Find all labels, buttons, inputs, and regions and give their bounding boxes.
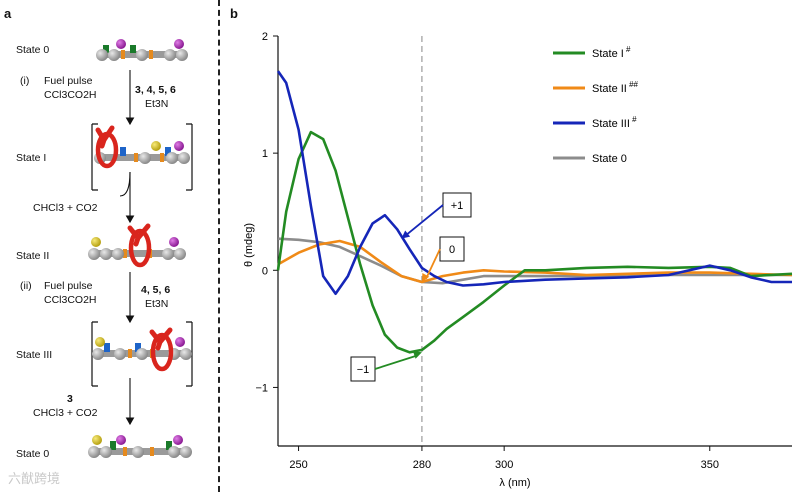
legend-entry: State II ## bbox=[592, 80, 639, 95]
step-i-reagents: 3, 4, 5, 6 bbox=[135, 84, 176, 96]
series-line-state-i bbox=[276, 130, 793, 354]
y-tick-label: 0 bbox=[262, 265, 268, 277]
annotation-label: 0 bbox=[449, 244, 455, 256]
step-ii-marker: (ii) bbox=[20, 280, 32, 292]
molecule-state-3 bbox=[91, 321, 193, 387]
molecule-state-0 bbox=[96, 39, 188, 61]
annotation-label: −1 bbox=[357, 364, 370, 376]
byproduct-2-reagent: 3 bbox=[67, 393, 73, 405]
panel-divider bbox=[218, 0, 220, 492]
step-ii-reagents: 4, 5, 6 bbox=[141, 284, 171, 296]
panel-a-label: a bbox=[4, 6, 12, 21]
annotation-arrowhead bbox=[401, 230, 411, 239]
state-2-label: State II bbox=[16, 250, 50, 262]
series-line-state-ii bbox=[277, 239, 793, 284]
step-i-base: Et3N bbox=[145, 98, 169, 110]
x-tick-label: 280 bbox=[413, 459, 431, 471]
byproduct-2: CHCl3 + CO2 bbox=[33, 407, 98, 419]
step-ii-base: Et3N bbox=[145, 298, 169, 310]
panel-b-label: b bbox=[230, 6, 238, 21]
molecule-state-0-final bbox=[88, 435, 192, 458]
y-tick-label: 2 bbox=[262, 31, 268, 43]
step-i-fuel: Fuel pulse bbox=[44, 75, 93, 87]
x-tick-label: 350 bbox=[701, 459, 719, 471]
step-i-marker: (i) bbox=[20, 75, 30, 87]
annotation-arrowhead bbox=[412, 351, 422, 359]
step-i-fuel-formula: CCl3CO2H bbox=[44, 89, 97, 101]
state-0-final-label: State 0 bbox=[16, 448, 50, 460]
legend-entry: State 0 bbox=[592, 153, 627, 165]
molecule-state-1 bbox=[91, 123, 193, 191]
molecule-state-2 bbox=[88, 223, 186, 268]
state-1-label: State I bbox=[16, 152, 47, 164]
scheme-graphics bbox=[88, 39, 193, 458]
series-line-state-iii bbox=[276, 70, 792, 295]
x-axis-label: λ (nm) bbox=[499, 477, 530, 489]
legend-entry: State III # bbox=[592, 115, 637, 130]
x-tick-label: 250 bbox=[289, 459, 307, 471]
byproduct-1: CHCl3 + CO2 bbox=[33, 202, 98, 214]
annotation-label: +1 bbox=[451, 200, 464, 212]
step-ii-fuel: Fuel pulse bbox=[44, 280, 93, 292]
annotation-arrowhead bbox=[421, 273, 430, 282]
legend-entry: State I # bbox=[592, 45, 631, 60]
step-ii-fuel-formula: CCl3CO2H bbox=[44, 294, 97, 306]
state-3-label: State III bbox=[16, 349, 53, 361]
state-0-label: State 0 bbox=[16, 44, 50, 56]
x-tick-label: 300 bbox=[495, 459, 513, 471]
y-tick-label: −1 bbox=[255, 382, 268, 394]
annotation-arrow bbox=[404, 204, 444, 237]
annotation-arrow bbox=[374, 354, 419, 370]
annotation-arrow bbox=[425, 248, 441, 280]
watermark: 六猷跨境 bbox=[8, 471, 61, 486]
y-axis-label: θ (mdeg) bbox=[243, 223, 255, 267]
reaction-arrows bbox=[119, 70, 135, 426]
y-tick-label: 1 bbox=[262, 148, 268, 160]
